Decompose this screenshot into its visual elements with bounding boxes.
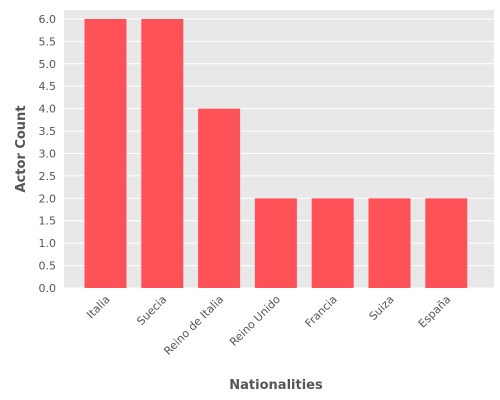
bar [311,198,354,288]
y-tick-label: 2.5 [39,170,57,183]
y-tick-label: 3.0 [39,147,57,160]
y-tick-label: 6.0 [39,13,57,26]
x-tick-label: Suecia [134,293,169,328]
bar [254,198,297,288]
x-tick-label: España [416,293,454,331]
x-tick-label: Reino de Italia [161,293,226,358]
y-tick-label: 2.0 [39,192,57,205]
y-tick-label: 4.0 [39,103,57,116]
x-tick-label: Francia [303,293,340,330]
x-axis-title: Nationalities [229,378,323,393]
x-tick-label: Suiza [367,293,397,323]
x-tick-label: Reino Unido [227,293,283,349]
bars [84,18,468,288]
y-tick-label: 1.5 [39,215,57,228]
bar [141,18,184,288]
y-tick-label: 0.0 [39,282,57,295]
y-axis-title: Actor Count [14,105,29,192]
y-tick-label: 3.5 [39,125,57,138]
x-tick-label: Italia [84,293,112,321]
y-tick-label: 1.0 [39,237,57,250]
bar [425,198,468,288]
y-tick-label: 5.0 [39,58,57,71]
bar [368,198,411,288]
bar [198,108,241,288]
y-tick-labels: 0.0 0.5 1.0 1.5 2.0 2.5 3.0 3.5 4.0 4.5 5.0 5.5 6.0 [39,13,57,295]
bar [84,18,127,288]
y-tick-label: 5.5 [39,35,57,48]
y-tick-label: 0.5 [39,260,57,273]
y-tick-label: 4.5 [39,80,57,93]
